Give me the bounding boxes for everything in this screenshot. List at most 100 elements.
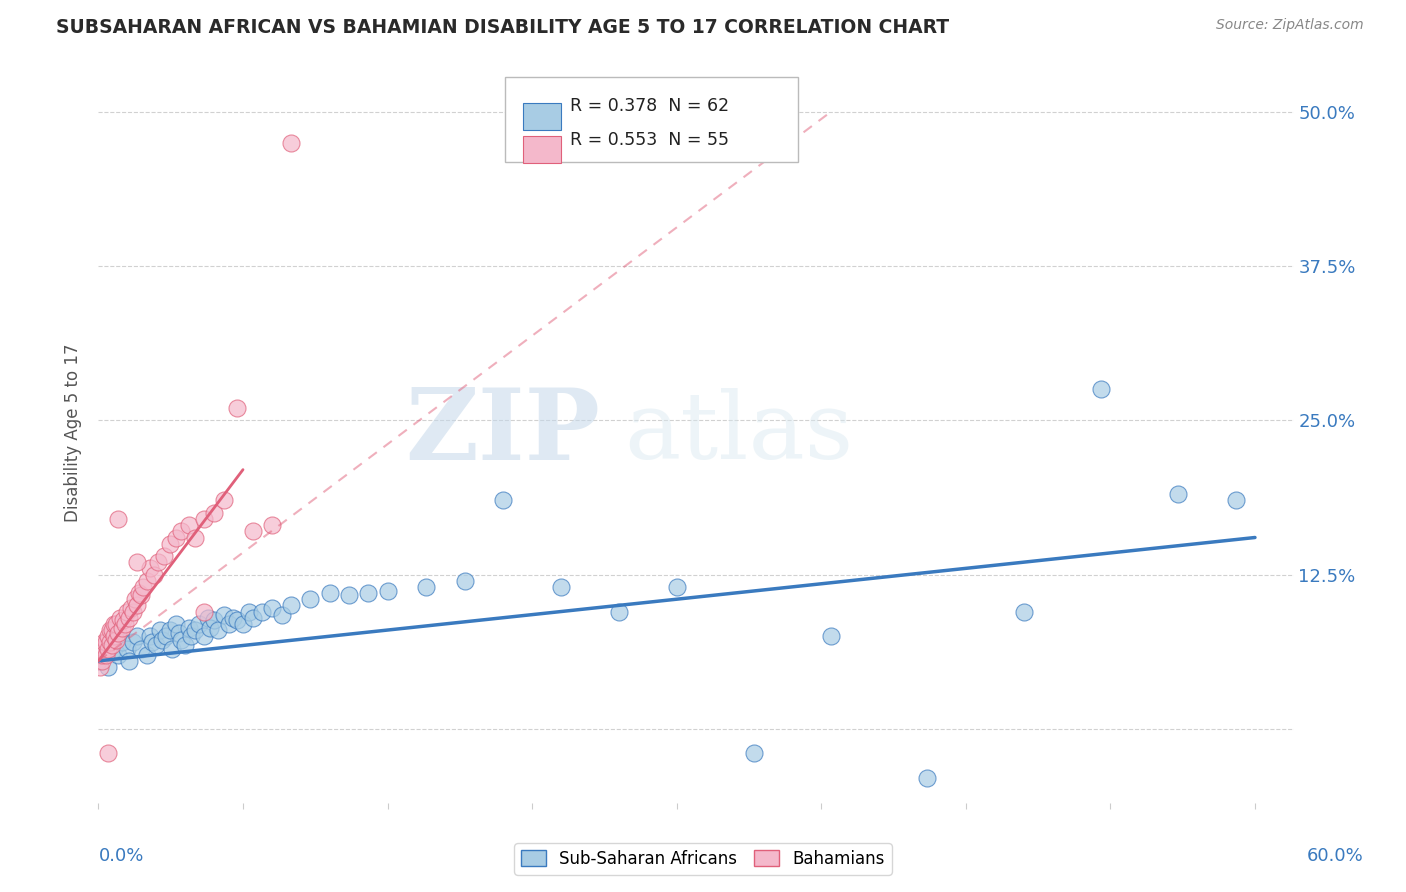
Sub-Saharan Africans: [149, 623, 172, 637]
Bahamians: [202, 506, 225, 520]
Bahamians: [177, 518, 200, 533]
Bahamians: [165, 531, 187, 545]
Bahamians: [103, 629, 125, 643]
Bahamians: [184, 531, 207, 545]
Text: 0.0%: 0.0%: [98, 847, 143, 865]
Bahamians: [89, 641, 111, 656]
Bahamians: [87, 654, 110, 668]
Bahamians: [193, 605, 215, 619]
Bahamians: [93, 635, 115, 649]
Sub-Saharan Africans: [665, 580, 688, 594]
Sub-Saharan Africans: [820, 629, 842, 643]
Sub-Saharan Africans: [129, 641, 152, 656]
Sub-Saharan Africans: [453, 574, 475, 588]
Sub-Saharan Africans: [415, 580, 437, 594]
Bahamians: [125, 599, 148, 613]
Legend: Sub-Saharan Africans, Bahamians: Sub-Saharan Africans, Bahamians: [515, 844, 891, 875]
Bahamians: [114, 616, 136, 631]
Bahamians: [93, 641, 115, 656]
Text: R = 0.553  N = 55: R = 0.553 N = 55: [571, 131, 730, 149]
Sub-Saharan Africans: [118, 654, 141, 668]
Bahamians: [103, 616, 125, 631]
Bahamians: [107, 625, 129, 640]
Bahamians: [153, 549, 176, 563]
Sub-Saharan Africans: [212, 608, 235, 623]
Text: atlas: atlas: [624, 388, 853, 477]
Sub-Saharan Africans: [319, 586, 342, 600]
Bahamians: [104, 616, 127, 631]
Bahamians: [159, 536, 181, 550]
Bahamians: [242, 524, 264, 539]
Sub-Saharan Africans: [202, 613, 225, 627]
Bahamians: [129, 589, 152, 603]
Sub-Saharan Africans: [89, 654, 111, 668]
Bahamians: [124, 592, 146, 607]
Bahamians: [148, 555, 170, 569]
Sub-Saharan Africans: [232, 616, 254, 631]
Bahamians: [125, 555, 148, 569]
Sub-Saharan Africans: [193, 629, 215, 643]
Bahamians: [98, 635, 121, 649]
Bahamians: [260, 518, 283, 533]
Bahamians: [170, 524, 193, 539]
Bahamians: [94, 635, 117, 649]
Text: Source: ZipAtlas.com: Source: ZipAtlas.com: [1216, 18, 1364, 32]
Sub-Saharan Africans: [160, 641, 183, 656]
Bahamians: [87, 648, 110, 662]
Sub-Saharan Africans: [299, 592, 322, 607]
Sub-Saharan Africans: [1167, 487, 1189, 501]
Bahamians: [91, 654, 114, 668]
Sub-Saharan Africans: [110, 635, 132, 649]
Sub-Saharan Africans: [200, 621, 222, 635]
Bahamians: [94, 648, 117, 662]
Bahamians: [132, 580, 155, 594]
Bahamians: [226, 401, 249, 415]
Sub-Saharan Africans: [141, 635, 163, 649]
Sub-Saharan Africans: [226, 613, 249, 627]
Sub-Saharan Africans: [252, 605, 274, 619]
Bahamians: [97, 629, 120, 643]
Sub-Saharan Africans: [1225, 493, 1247, 508]
Bahamians: [97, 747, 120, 761]
Bahamians: [89, 660, 111, 674]
Sub-Saharan Africans: [135, 648, 157, 662]
Bahamians: [104, 632, 127, 647]
Sub-Saharan Africans: [93, 648, 115, 662]
Bahamians: [122, 605, 145, 619]
Sub-Saharan Africans: [607, 605, 630, 619]
Sub-Saharan Africans: [165, 616, 187, 631]
Sub-Saharan Africans: [742, 747, 765, 761]
Sub-Saharan Africans: [107, 648, 129, 662]
Sub-Saharan Africans: [242, 611, 264, 625]
Sub-Saharan Africans: [177, 621, 200, 635]
Bahamians: [139, 561, 162, 575]
Sub-Saharan Africans: [357, 586, 380, 600]
FancyBboxPatch shape: [523, 103, 561, 130]
Text: 60.0%: 60.0%: [1308, 847, 1364, 865]
Bahamians: [118, 611, 141, 625]
Bahamians: [212, 493, 235, 508]
Sub-Saharan Africans: [222, 611, 245, 625]
Bahamians: [143, 567, 166, 582]
Sub-Saharan Africans: [122, 635, 145, 649]
Bahamians: [110, 621, 132, 635]
Sub-Saharan Africans: [1090, 383, 1112, 397]
FancyBboxPatch shape: [523, 136, 561, 162]
Bahamians: [193, 512, 215, 526]
Sub-Saharan Africans: [218, 616, 240, 631]
Sub-Saharan Africans: [139, 629, 162, 643]
Bahamians: [101, 638, 124, 652]
Sub-Saharan Africans: [117, 641, 139, 656]
Bahamians: [98, 623, 121, 637]
Sub-Saharan Africans: [170, 632, 193, 647]
Sub-Saharan Africans: [180, 629, 202, 643]
Bahamians: [101, 623, 124, 637]
Bahamians: [91, 648, 114, 662]
Sub-Saharan Africans: [550, 580, 572, 594]
Sub-Saharan Africans: [207, 623, 229, 637]
Text: SUBSAHARAN AFRICAN VS BAHAMIAN DISABILITY AGE 5 TO 17 CORRELATION CHART: SUBSAHARAN AFRICAN VS BAHAMIAN DISABILIT…: [56, 18, 949, 37]
FancyBboxPatch shape: [505, 78, 797, 162]
Sub-Saharan Africans: [103, 641, 125, 656]
Bahamians: [97, 641, 120, 656]
Text: R = 0.378  N = 62: R = 0.378 N = 62: [571, 97, 730, 115]
